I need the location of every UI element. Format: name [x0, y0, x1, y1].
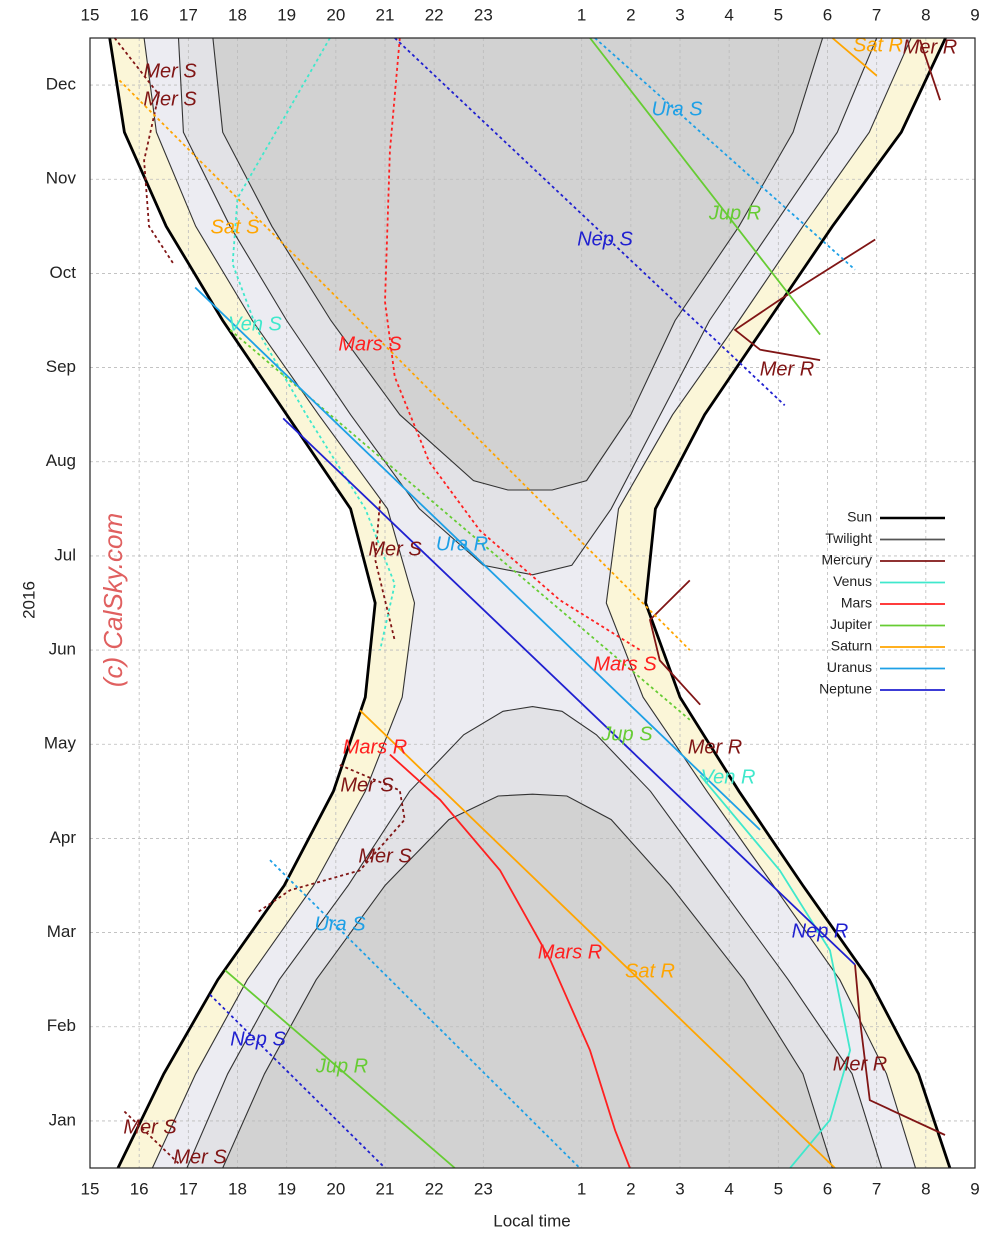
- curve-label: Jup R: [708, 202, 761, 224]
- curve-label: Mer R: [903, 36, 957, 58]
- chart: Mer S Mer S Mer R Mer R Mer S Mer R Mer S Mer S…: [0, 0, 1004, 1236]
- y-tick-label: Mar: [47, 922, 77, 941]
- x-tick-label: 3: [675, 1179, 684, 1198]
- legend-label: Sun: [847, 509, 872, 525]
- x-tick-label: 17: [179, 1179, 198, 1198]
- curve-label: Mer S: [173, 1146, 227, 1168]
- x-tick-label: 7: [872, 1179, 881, 1198]
- x-tick-label: 16: [130, 5, 149, 24]
- curve-label: Nep S: [577, 228, 633, 250]
- curve-label: Ven R: [701, 766, 756, 788]
- y-tick-label: Jan: [49, 1110, 76, 1129]
- curve-label: Mer S: [143, 60, 197, 82]
- x-tick-label: 16: [130, 1179, 149, 1198]
- x-tick-label: 22: [425, 5, 444, 24]
- x-tick-label: 21: [376, 1179, 395, 1198]
- curve-label: Nep R: [792, 920, 849, 942]
- x-tick-label: 18: [228, 1179, 247, 1198]
- x-tick-label: 23: [474, 1179, 493, 1198]
- x-tick-label: 8: [921, 1179, 930, 1198]
- curve-label: Nep S: [230, 1028, 286, 1050]
- curve-label: Ura R: [436, 533, 488, 555]
- x-tick-label: 15: [81, 1179, 100, 1198]
- x-tick-label: 1: [577, 1179, 586, 1198]
- x-tick-label: 21: [376, 5, 395, 24]
- x-tick-label: 1: [577, 5, 586, 24]
- x-tick-label: 5: [774, 1179, 783, 1198]
- x-tick-label: 20: [326, 5, 345, 24]
- x-tick-label: 17: [179, 5, 198, 24]
- legend-label: Twilight: [825, 530, 872, 546]
- y-tick-label: Apr: [50, 828, 77, 847]
- curve-label: Mer S: [340, 774, 394, 796]
- x-tick-label: 3: [675, 5, 684, 24]
- legend-label: Uranus: [827, 659, 872, 675]
- x-tick-label: 22: [425, 1179, 444, 1198]
- curve-label: Mars S: [338, 333, 402, 355]
- x-tick-label: 15: [81, 5, 100, 24]
- y-tick-label: Jun: [49, 640, 76, 659]
- x-tick-label: 4: [724, 1179, 733, 1198]
- x-tick-label: 19: [277, 1179, 296, 1198]
- x-tick-label: 9: [970, 5, 979, 24]
- legend-label: Neptune: [819, 681, 872, 697]
- curve-label: Jup R: [315, 1055, 368, 1077]
- x-tick-label: 7: [872, 5, 881, 24]
- x-tick-label: 9: [970, 1179, 979, 1198]
- x-tick-label: 18: [228, 5, 247, 24]
- legend-label: Jupiter: [830, 616, 872, 632]
- curve-label: Ura S: [651, 98, 703, 120]
- x-tick-label: 5: [774, 5, 783, 24]
- x-tick-label: 2: [626, 5, 635, 24]
- x-tick-label: 23: [474, 5, 493, 24]
- y-tick-label: Jul: [54, 545, 76, 564]
- curve-label: Sat S: [211, 216, 261, 238]
- y-tick-label: Nov: [46, 169, 77, 188]
- curve-label: Mer R: [760, 358, 814, 380]
- curve-label: Mars R: [343, 736, 407, 758]
- curve-label: Sat R: [625, 960, 675, 982]
- legend-label: Mercury: [821, 552, 872, 568]
- x-tick-label: 4: [724, 5, 733, 24]
- fills: [110, 38, 950, 1168]
- x-tick-label: 19: [277, 5, 296, 24]
- x-tick-label: 8: [921, 5, 930, 24]
- watermark: (c) CalSky.com: [98, 513, 128, 687]
- curve-label: Mer S: [358, 845, 412, 867]
- x-axis-label: Local time: [493, 1211, 570, 1230]
- legend-label: Mars: [841, 595, 872, 611]
- legend-label: Saturn: [831, 638, 872, 654]
- curve-label: Mer S: [368, 538, 422, 560]
- curve-label: Jup S: [600, 723, 653, 745]
- x-tick-label: 6: [823, 1179, 832, 1198]
- curve-label: Mars S: [593, 653, 657, 675]
- curve-label: Mer S: [143, 88, 197, 110]
- x-tick-label: 20: [326, 1179, 345, 1198]
- curve-label: Mars R: [538, 941, 602, 963]
- curve-label: Ura S: [314, 913, 366, 935]
- curve-label: Ven S: [228, 313, 282, 335]
- x-tick-label: 2: [626, 1179, 635, 1198]
- curve-label: Mer R: [833, 1053, 887, 1075]
- x-tick-label: 6: [823, 5, 832, 24]
- legend-label: Venus: [833, 573, 872, 589]
- y-tick-label: May: [44, 734, 77, 753]
- y-tick-label: Aug: [46, 451, 76, 470]
- y-axis-label: 2016: [19, 581, 38, 619]
- y-tick-label: Oct: [50, 263, 77, 282]
- y-tick-label: Dec: [46, 75, 77, 94]
- y-tick-label: Sep: [46, 357, 76, 376]
- curve-label: Mer S: [123, 1116, 177, 1138]
- curve-label: Mer R: [688, 736, 742, 758]
- y-tick-label: Feb: [47, 1016, 76, 1035]
